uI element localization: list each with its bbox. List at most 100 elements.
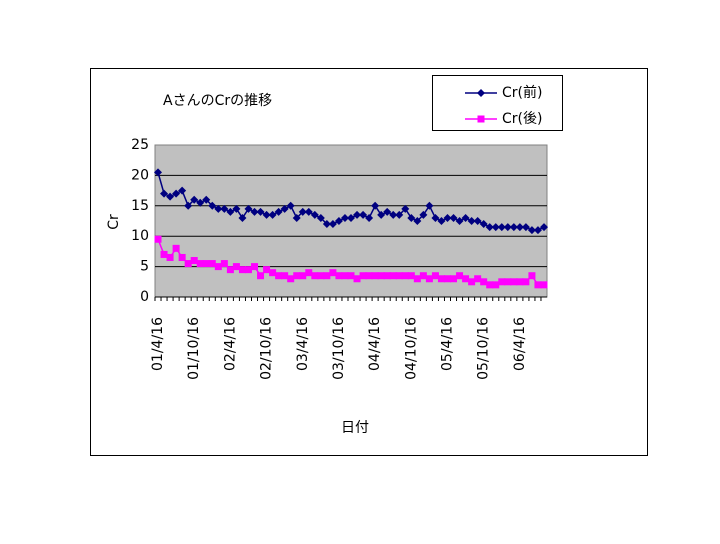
marker [208, 201, 217, 210]
marker [251, 263, 259, 271]
y-tick-label: 25 [131, 137, 149, 153]
marker [244, 266, 252, 274]
marker [467, 217, 476, 225]
marker [383, 207, 392, 216]
marker [196, 260, 204, 268]
marker [322, 220, 331, 229]
marker [407, 272, 415, 280]
marker [462, 275, 470, 283]
marker [419, 272, 427, 280]
marker [262, 210, 271, 219]
marker [365, 213, 374, 222]
marker [389, 272, 397, 280]
x-axis-title: 日付 [341, 420, 369, 436]
legend-label: Cr(後) [502, 111, 542, 127]
marker [298, 207, 307, 216]
marker [371, 272, 379, 280]
marker [184, 201, 193, 210]
marker [172, 189, 181, 198]
marker [310, 210, 319, 219]
marker [455, 217, 464, 225]
marker [359, 272, 367, 280]
marker [178, 186, 187, 195]
marker [347, 272, 355, 280]
marker [220, 204, 229, 213]
marker [377, 210, 386, 219]
marker [220, 260, 228, 268]
marker [275, 272, 283, 280]
marker [498, 278, 506, 286]
x-tick-label: 04/10/16 [403, 317, 419, 380]
marker [395, 272, 403, 280]
marker [377, 272, 385, 280]
marker [479, 220, 488, 229]
marker [461, 213, 470, 222]
marker [522, 278, 530, 286]
marker [184, 260, 192, 268]
marker [202, 195, 211, 204]
y-tick-label: 5 [140, 259, 149, 275]
marker [407, 213, 416, 222]
marker [154, 235, 162, 243]
marker [395, 210, 404, 219]
marker [456, 272, 464, 280]
marker [401, 204, 410, 213]
x-tick-label: 04/4/16 [367, 317, 383, 371]
marker [347, 213, 355, 222]
x-tick-label: 03/10/16 [331, 317, 347, 380]
marker [263, 266, 271, 274]
x-tick-label: 02/10/16 [259, 317, 275, 380]
marker [491, 223, 500, 232]
marker [389, 210, 398, 219]
marker [371, 201, 380, 210]
marker [437, 217, 446, 225]
y-tick-label: 15 [131, 198, 149, 214]
marker [413, 275, 421, 283]
marker [353, 275, 361, 283]
y-axis-title: Cr [106, 214, 122, 230]
x-tick-label: 06/4/16 [512, 317, 528, 371]
y-tick-label: 10 [131, 228, 149, 244]
marker [437, 275, 445, 283]
marker [521, 223, 530, 232]
y-tick-label: 20 [131, 167, 149, 183]
marker [503, 223, 512, 232]
marker [160, 250, 168, 258]
marker [533, 226, 542, 235]
marker [190, 257, 198, 265]
marker [431, 213, 440, 222]
legend [432, 75, 563, 131]
marker [190, 195, 199, 204]
marker [504, 278, 512, 286]
marker [334, 217, 343, 225]
marker [539, 223, 548, 232]
marker [527, 226, 536, 235]
marker [474, 275, 482, 283]
marker [515, 223, 524, 232]
marker [244, 204, 253, 213]
chart-title: AさんのCrの推移 [163, 93, 272, 109]
marker [473, 217, 482, 225]
marker [365, 272, 373, 280]
marker [443, 213, 452, 222]
marker [317, 272, 325, 280]
marker [202, 260, 210, 268]
marker [328, 220, 337, 229]
marker [232, 263, 240, 271]
y-tick-label: 0 [140, 289, 149, 305]
marker [154, 168, 163, 177]
marker [316, 213, 325, 222]
marker [214, 263, 222, 271]
marker [419, 210, 428, 219]
marker [413, 217, 422, 225]
marker [287, 275, 295, 283]
legend-marker [477, 115, 485, 123]
marker [311, 272, 319, 280]
marker [178, 253, 186, 261]
marker [528, 272, 536, 280]
marker [468, 278, 476, 286]
marker [540, 281, 548, 289]
marker [516, 278, 524, 286]
